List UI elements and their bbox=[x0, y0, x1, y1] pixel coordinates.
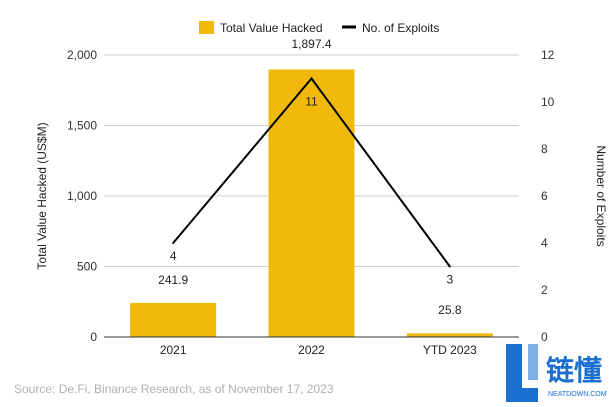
bar-2022 bbox=[268, 69, 355, 337]
bar-2021 bbox=[130, 302, 217, 337]
exploits-point bbox=[448, 265, 451, 268]
chart: 0 500 1,000 1,500 2,000 0 2 4 6 8 10 12 241.9 1,897.4… bbox=[35, 21, 608, 357]
y-tick-label: 1,000 bbox=[67, 189, 97, 203]
source-note: Source: De.Fi, Binance Research, as of N… bbox=[14, 382, 334, 396]
watermark-l-mark bbox=[506, 344, 538, 402]
y2-tick-label: 12 bbox=[541, 48, 555, 62]
y-tick-label: 0 bbox=[90, 330, 97, 344]
y2-tick-label: 8 bbox=[541, 142, 548, 156]
y2-axis-title: Number of Exploits bbox=[594, 145, 608, 246]
legend-swatch-bar bbox=[199, 21, 214, 34]
y2-tick-label: 10 bbox=[541, 95, 555, 109]
x-tick-label: 2021 bbox=[160, 343, 187, 357]
line-value-label: 3 bbox=[446, 273, 453, 287]
y2-tick-label: 0 bbox=[541, 330, 548, 344]
y-tick-label: 2,000 bbox=[67, 48, 97, 62]
watermark-en-text: NEATDOWN.COM bbox=[548, 391, 607, 398]
y-tick-label: 500 bbox=[77, 260, 97, 274]
x-tick-label: 2022 bbox=[298, 343, 325, 357]
watermark-cn-text: 链懂 bbox=[546, 354, 602, 387]
legend-label-bar: Total Value Hacked bbox=[220, 21, 323, 35]
y2-tick-label: 2 bbox=[541, 283, 548, 297]
x-tick-label: YTD 2023 bbox=[423, 343, 477, 357]
y2-tick-label: 6 bbox=[541, 189, 548, 203]
bar-value-label: 25.8 bbox=[438, 303, 462, 317]
bar-value-label: 1,897.4 bbox=[291, 37, 331, 51]
exploits-point bbox=[310, 77, 313, 80]
watermark-l-accent bbox=[528, 344, 538, 380]
line-value-label: 4 bbox=[170, 249, 177, 263]
bar-value-label: 241.9 bbox=[158, 273, 188, 287]
y2-tick-label: 4 bbox=[541, 236, 548, 250]
legend-label-line: No. of Exploits bbox=[362, 21, 439, 35]
line-value-label: 11 bbox=[305, 95, 318, 109]
bar-ytd-2023 bbox=[406, 333, 493, 337]
y-axis-title: Total Value Hacked (US$M) bbox=[35, 122, 49, 269]
watermark-logo: 链懂 NEATDOWN.COM bbox=[506, 344, 607, 402]
y-tick-label: 1,500 bbox=[67, 119, 97, 133]
exploits-point bbox=[172, 242, 175, 244]
